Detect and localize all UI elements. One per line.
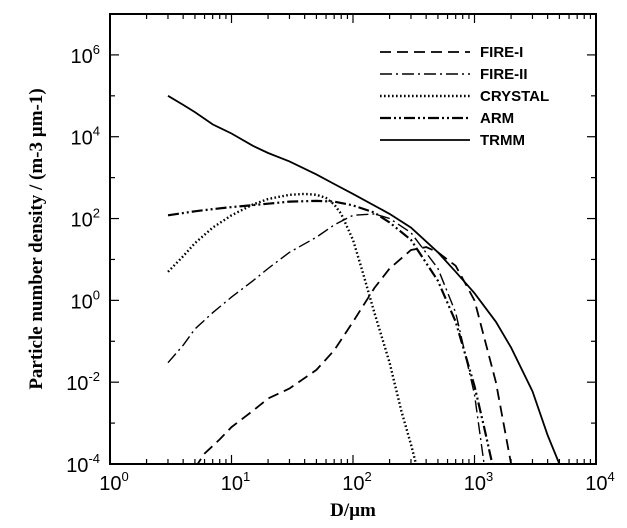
y-tick-label: 102 [71,206,100,232]
x-tick-label: 102 [342,469,371,495]
y-tick-label: 104 [71,124,100,150]
legend-label-arm: ARM [480,110,514,127]
legend: FIRE-I FIRE-II CRYSTAL ARM TRMM [380,44,549,149]
tick-labels-layer: 100 101 102 103 104 10-4 10-2 100 102 104 106 [66,42,615,495]
series-line-crystal [167,192,418,464]
legend-label-trmm: TRMM [480,132,525,149]
legend-label-crystal: CRYSTAL [480,88,549,105]
y-axis-label: Particle number density / (m-3 µm-1) [26,88,47,389]
x-tick-label: 101 [221,469,250,495]
y-tick-label: 106 [71,42,100,68]
y-tick-label: 100 [71,287,100,313]
series-line-arm [167,199,494,464]
y-tick-label: 10-2 [66,369,100,395]
legend-label-fire-i: FIRE-I [480,44,523,61]
y-tick-label: 10-4 [66,451,100,477]
x-tick-label: 100 [99,469,128,495]
ticks-layer [109,13,597,465]
x-tick-label: 104 [585,469,614,495]
x-axis-label: D/µm [330,500,376,521]
series-layer [167,95,561,464]
legend-label-fire-ii: FIRE-II [480,66,528,83]
x-tick-label: 103 [464,469,493,495]
series-line-fire-i [196,246,512,464]
series-line-fire-ii [167,213,485,464]
series-line-trmm [167,95,561,464]
